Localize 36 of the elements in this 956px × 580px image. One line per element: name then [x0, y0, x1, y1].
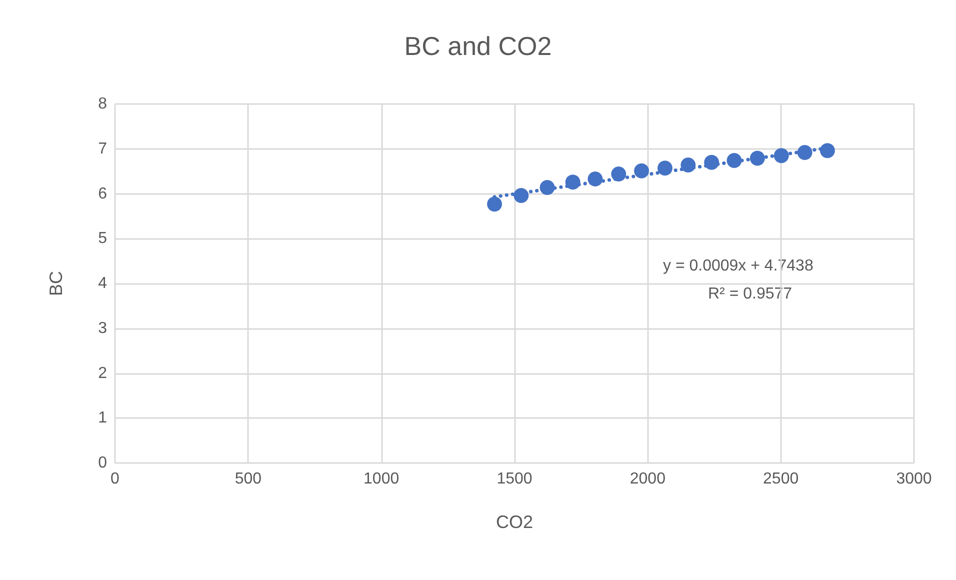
- point: [565, 174, 580, 190]
- y-axis-title: BC: [46, 270, 66, 296]
- chart-title: BC and CO2: [404, 31, 552, 61]
- y-tick-label: 5: [98, 230, 108, 248]
- y-tick-label: 7: [98, 140, 108, 158]
- point: [797, 144, 812, 160]
- x-tick-label: 1000: [364, 470, 400, 488]
- point: [726, 153, 742, 168]
- point: [487, 196, 502, 212]
- point: [611, 166, 626, 182]
- point: [704, 154, 720, 170]
- x-tick-label: 2500: [763, 470, 799, 488]
- y-tick-label: 6: [98, 185, 108, 202]
- x-tick-label: 0: [110, 470, 120, 488]
- point: [588, 171, 603, 186]
- y-tick-label: 4: [98, 275, 108, 292]
- x-tick-label: 1500: [496, 470, 532, 488]
- y-tick-label: 2: [98, 364, 108, 382]
- y-tick-label: 8: [98, 96, 108, 112]
- point: [540, 180, 555, 195]
- point: [820, 143, 835, 158]
- point: [657, 160, 672, 176]
- y-tick-label: 1: [98, 410, 108, 427]
- point: [514, 188, 529, 204]
- x-tick-label: 500: [234, 470, 262, 488]
- point: [680, 158, 696, 173]
- x-tick-label: 2000: [630, 470, 666, 488]
- point: [634, 163, 650, 178]
- point: [774, 148, 789, 164]
- x-tick-label: 3000: [896, 470, 932, 488]
- y-tick-label: 3: [98, 320, 108, 337]
- x-axis-title: CO2: [496, 512, 534, 532]
- y-tick-label: 0: [98, 454, 108, 472]
- annotation: y = 0.0009x + 4.7438: [663, 258, 814, 274]
- annotation: R² = 0.9577: [708, 286, 792, 302]
- point: [750, 150, 765, 166]
